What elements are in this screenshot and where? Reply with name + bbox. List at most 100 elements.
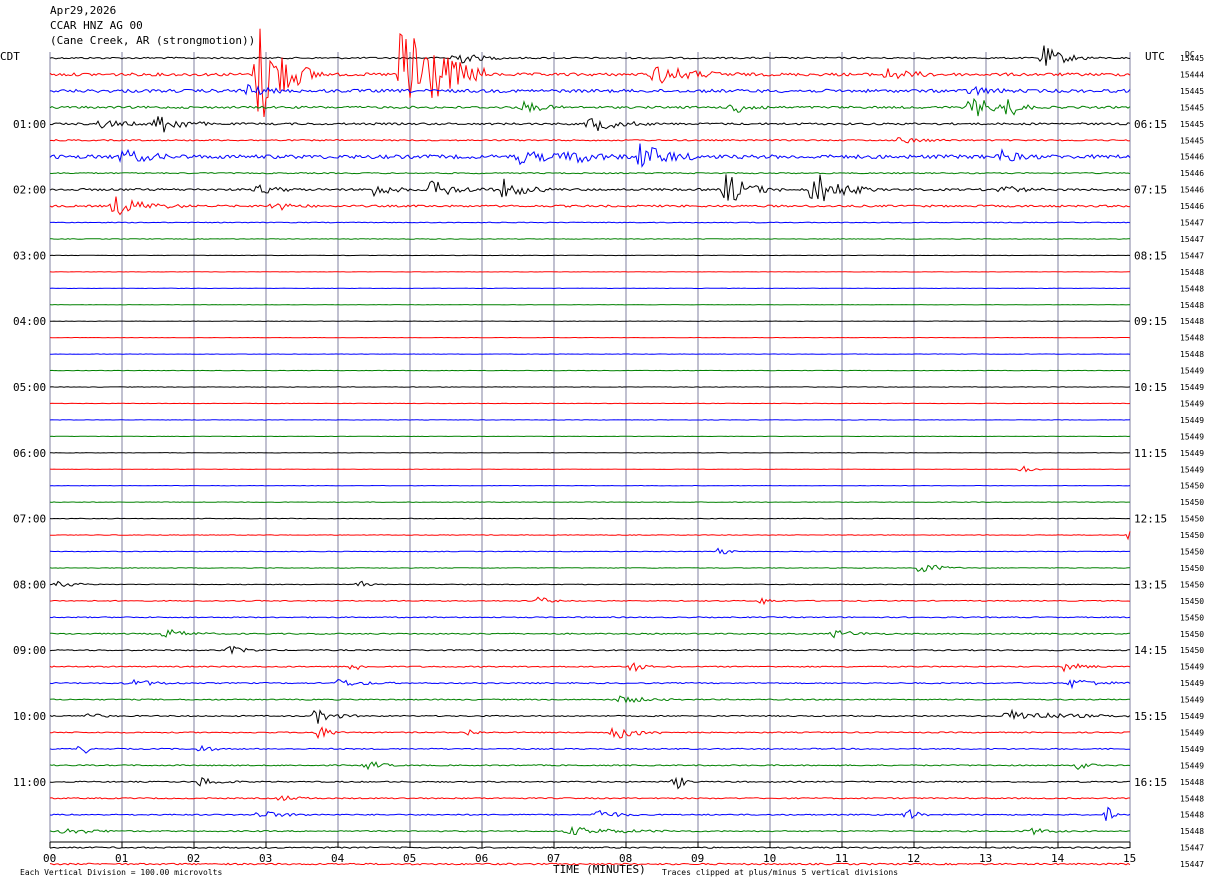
dc-value-label: 15448 — [1180, 334, 1204, 343]
trace-line — [49, 678, 1131, 690]
right-hour-label: 08:15 — [1134, 249, 1167, 262]
trace-line — [49, 726, 1130, 740]
right-hour-label: 13:15 — [1134, 578, 1167, 591]
x-tick-label: 02 — [187, 852, 200, 865]
dc-value-label: 15448 — [1180, 284, 1204, 293]
date-label: Apr29,2026 — [50, 4, 117, 17]
left-hour-label: 08:00 — [13, 578, 46, 591]
dc-value-label: 15450 — [1180, 630, 1204, 639]
dc-value-label: 15449 — [1180, 745, 1204, 754]
left-hour-label: 10:00 — [13, 710, 46, 723]
right-hour-label: 06:15 — [1134, 118, 1167, 131]
dc-value-label: 15449 — [1180, 383, 1204, 392]
trace-line — [49, 174, 1131, 202]
x-tick-label: 15 — [1123, 852, 1136, 865]
dc-value-label: 15450 — [1180, 482, 1204, 491]
x-tick-label: 11 — [835, 852, 848, 865]
right-hour-label: 09:15 — [1134, 315, 1167, 328]
dc-value-label: 15450 — [1180, 515, 1204, 524]
dc-value-label: 15447 — [1180, 235, 1204, 244]
trace-line — [49, 846, 1131, 849]
trace-line — [49, 580, 1131, 587]
dc-value-label: 15449 — [1180, 399, 1204, 408]
dc-value-label: 15446 — [1180, 202, 1204, 211]
x-tick-label: 12 — [907, 852, 920, 865]
clip-note: Traces clipped at plus/minus 5 vertical … — [662, 868, 898, 877]
dc-value-label: 15450 — [1180, 613, 1204, 622]
dc-value-label: 15449 — [1180, 728, 1204, 737]
dc-value-label: 15449 — [1180, 367, 1204, 376]
left-hour-label: 09:00 — [13, 644, 46, 657]
dc-value-label: 15449 — [1180, 663, 1204, 672]
trace-line — [49, 196, 1130, 216]
trace-line — [49, 596, 1131, 606]
dc-value-label: 15449 — [1180, 416, 1204, 425]
scale-note: Each Vertical Division = 100.00 microvol… — [20, 868, 222, 877]
dc-value-label: 15445 — [1180, 136, 1204, 145]
trace-line — [49, 806, 1131, 821]
location-label: (Cane Creek, AR (strongmotion)) — [50, 34, 256, 47]
dc-value-label: 15450 — [1180, 548, 1204, 557]
trace-line — [49, 28, 1131, 118]
trace-line — [49, 708, 1131, 724]
left-hour-label: 07:00 — [13, 513, 46, 526]
trace-line — [49, 862, 1131, 866]
trace-line — [49, 564, 1131, 573]
left-hour-label: 04:00 — [13, 315, 46, 328]
dc-value-label: 15449 — [1180, 761, 1204, 770]
dc-value-label: 15450 — [1180, 531, 1204, 540]
dc-value-label: 15450 — [1180, 646, 1204, 655]
dc-value-label: 15445 — [1180, 103, 1204, 112]
trace-line — [49, 616, 1131, 619]
right-hour-label: 11:15 — [1134, 447, 1167, 460]
trace-line — [49, 695, 1130, 704]
x-tick-label: 03 — [259, 852, 272, 865]
trace-line — [49, 83, 1131, 97]
dc-value-label: 15448 — [1180, 317, 1204, 326]
dc-value-label: 15449 — [1180, 432, 1204, 441]
trace-line — [49, 45, 1131, 66]
trace-line — [49, 662, 1131, 673]
x-tick-label: 06 — [475, 852, 488, 865]
trace-line — [49, 172, 1131, 175]
trace-group — [49, 28, 1131, 866]
right-hour-label: 10:15 — [1134, 381, 1167, 394]
dc-value-label: 15449 — [1180, 449, 1204, 458]
trace-line — [49, 238, 1130, 240]
trace-line — [49, 776, 1130, 790]
trace-line — [49, 97, 1131, 117]
trace-line — [49, 531, 1131, 541]
dc-value-label: 15450 — [1180, 597, 1204, 606]
left-hour-label: 05:00 — [13, 381, 46, 394]
dc-value-label: 15447 — [1180, 251, 1204, 260]
dc-value-label: 15448 — [1180, 827, 1204, 836]
left-hour-label: 01:00 — [13, 118, 46, 131]
dc-value-label: 15444 — [1180, 70, 1204, 79]
trace-line — [49, 137, 1131, 144]
x-tick-label: 05 — [403, 852, 416, 865]
dc-value-label: 15447 — [1180, 844, 1204, 853]
dc-value-label: 15448 — [1180, 350, 1204, 359]
trace-line — [49, 465, 1130, 473]
x-tick-label: 07 — [547, 852, 560, 865]
left-hour-label: 02:00 — [13, 184, 46, 197]
left-hour-label: 06:00 — [13, 447, 46, 460]
x-tick-label: 10 — [763, 852, 776, 865]
axis: 00 01 02 03 04 05 06 07 08 09 10 11 12 13 14 15 15445 154… — [13, 54, 1204, 869]
left-hour-label: 03:00 — [13, 249, 46, 262]
dc-value-label: 15445 — [1180, 54, 1204, 63]
dc-value-label: 15449 — [1180, 712, 1204, 721]
dc-value-label: 15448 — [1180, 301, 1204, 310]
dc-value-label: 15449 — [1180, 696, 1204, 705]
right-hour-label: 15:15 — [1134, 710, 1167, 723]
dc-value-label: 15446 — [1180, 153, 1204, 162]
dc-header-label: DC — [1185, 50, 1195, 59]
trace-line — [49, 547, 1130, 555]
dc-value-label: 15450 — [1180, 580, 1204, 589]
trace-line — [49, 501, 1130, 503]
trace-line — [49, 143, 1131, 168]
trace-line — [49, 116, 1131, 133]
trace-line — [50, 221, 1131, 224]
dc-value-label: 15447 — [1180, 860, 1204, 869]
